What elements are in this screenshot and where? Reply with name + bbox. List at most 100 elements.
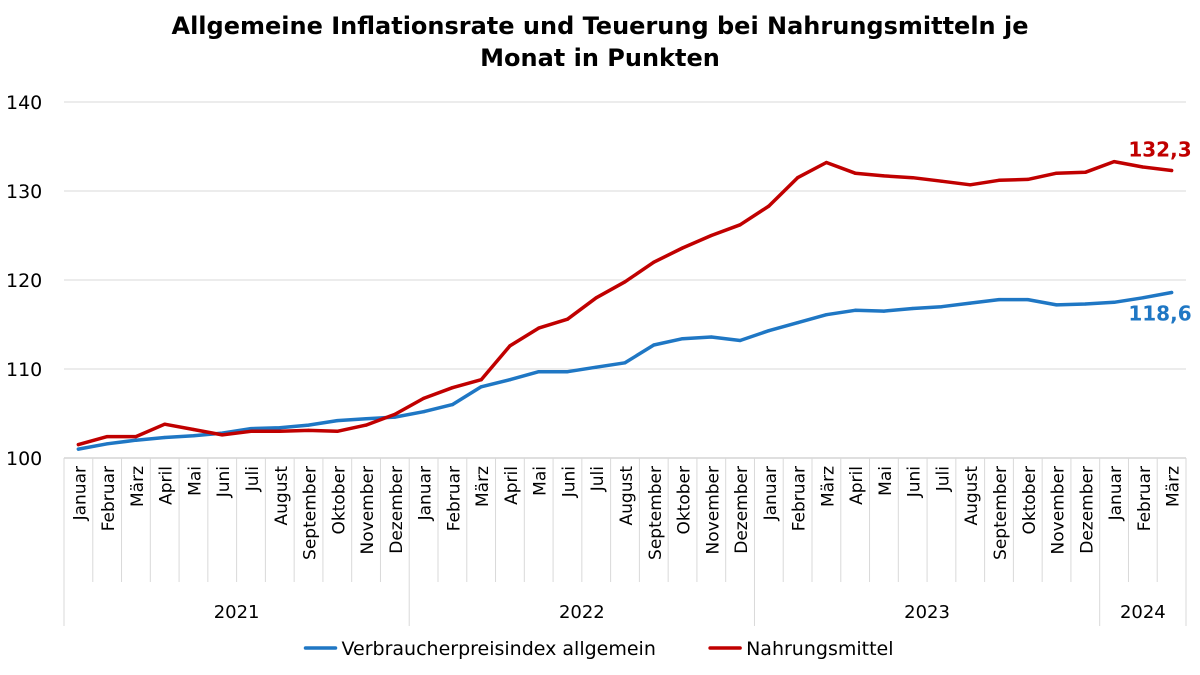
data-point (306, 428, 311, 432)
series-end-label: 132,3 (1128, 138, 1191, 162)
data-point (364, 417, 368, 421)
x-tick-label-month: Juli (933, 466, 953, 492)
x-tick-label-month: Dezember (387, 466, 407, 554)
data-point (450, 403, 454, 407)
data-point (220, 433, 224, 437)
data-point (1141, 165, 1145, 169)
data-point (306, 423, 311, 427)
data-point (796, 176, 800, 180)
data-point (278, 426, 282, 430)
x-tick-label-month: April (157, 466, 177, 505)
x-tick-label-month: Juli (588, 466, 608, 492)
x-tick-label-month: Februar (444, 466, 464, 531)
data-point (709, 335, 713, 339)
series-line (76, 159, 1174, 447)
data-point (134, 438, 138, 442)
data-point (652, 260, 656, 264)
data-point (191, 427, 196, 432)
x-tick-label-month: Juni (905, 466, 925, 498)
data-point (422, 410, 426, 414)
data-point (911, 306, 915, 311)
data-point (680, 246, 685, 250)
x-tick-label-month: März (1164, 466, 1184, 507)
x-tick-label-month: März (473, 466, 493, 507)
data-point (824, 160, 829, 165)
x-tick-label-year: 2023 (904, 602, 950, 623)
x-tick-label-month: August (617, 466, 637, 526)
series-end-label: 118,6 (1128, 301, 1191, 325)
data-point (939, 179, 944, 183)
data-point (364, 423, 368, 427)
data-point (1054, 171, 1059, 175)
data-point (968, 183, 972, 187)
x-tick-label-month: Juli (243, 466, 263, 492)
data-point (508, 344, 512, 348)
x-tick-label-month: Juni (559, 466, 579, 498)
x-tick-label-month: März (818, 466, 838, 507)
data-point (767, 329, 771, 333)
data-point (623, 361, 627, 365)
data-point (939, 305, 944, 309)
data-point (163, 435, 167, 440)
x-tick-label-year: 2021 (214, 602, 260, 623)
x-axis: Januar Februar März April Mai Juni Juli August S… (63, 457, 1187, 626)
data-point (422, 396, 426, 400)
data-point (738, 223, 742, 227)
data-point (335, 419, 339, 423)
data-point (565, 370, 570, 374)
data-point (997, 178, 1001, 182)
x-tick-label-month: Dezember (1077, 466, 1097, 554)
x-tick-label-month: Dezember (732, 466, 752, 554)
x-tick-label-year: 2024 (1120, 602, 1166, 623)
x-tick-label-month: Januar (1106, 466, 1126, 521)
data-point (594, 296, 598, 300)
x-tick-label-month: März (128, 466, 148, 507)
data-point (997, 298, 1001, 302)
data-point (393, 412, 397, 416)
y-tick-label: 100 (6, 448, 42, 470)
x-tick-label-year: 2022 (559, 602, 605, 623)
x-tick-label-month: Februar (99, 466, 119, 531)
data-point (1170, 290, 1174, 295)
legend-label: Verbraucherpreisindex allgemein (342, 638, 656, 660)
data-point (796, 321, 800, 325)
data-point (450, 386, 454, 390)
data-point (652, 343, 656, 347)
x-tick-label-month: Oktober (329, 466, 349, 535)
legend-label: Nahrungsmittel (746, 638, 893, 660)
x-tick-label-month: Oktober (1020, 466, 1040, 535)
data-point (76, 443, 80, 447)
data-point (680, 337, 685, 341)
y-tick-label: 140 (6, 92, 42, 114)
x-tick-label-month: November (1049, 466, 1069, 554)
data-point (623, 280, 627, 284)
data-point (1026, 298, 1030, 302)
data-point (105, 435, 109, 439)
series-lines (76, 159, 1174, 451)
x-tick-label-month: November (358, 466, 378, 554)
data-point (1170, 168, 1174, 173)
x-tick-label-month: August (962, 466, 982, 526)
x-tick-label-month: Juni (214, 466, 234, 498)
data-point (1083, 170, 1087, 174)
x-tick-label-month: September (646, 466, 666, 560)
x-tick-label-month: September (991, 466, 1011, 560)
data-point (709, 233, 713, 238)
data-point (594, 365, 598, 369)
data-point (479, 378, 483, 382)
x-tick-label-month: Februar (1135, 466, 1155, 531)
data-point (76, 447, 80, 451)
data-point (1054, 303, 1059, 307)
x-tick-label-month: Februar (790, 466, 810, 531)
data-point (134, 435, 138, 439)
y-tick-label: 130 (6, 181, 42, 203)
data-point (335, 429, 339, 433)
data-point (1112, 160, 1116, 164)
y-tick-label: 110 (6, 359, 42, 381)
data-point (191, 434, 196, 438)
x-tick-label-month: September (301, 466, 321, 560)
x-tick-label-month: Januar (70, 466, 90, 521)
data-point (508, 378, 512, 382)
y-tick-label: 120 (6, 270, 42, 292)
